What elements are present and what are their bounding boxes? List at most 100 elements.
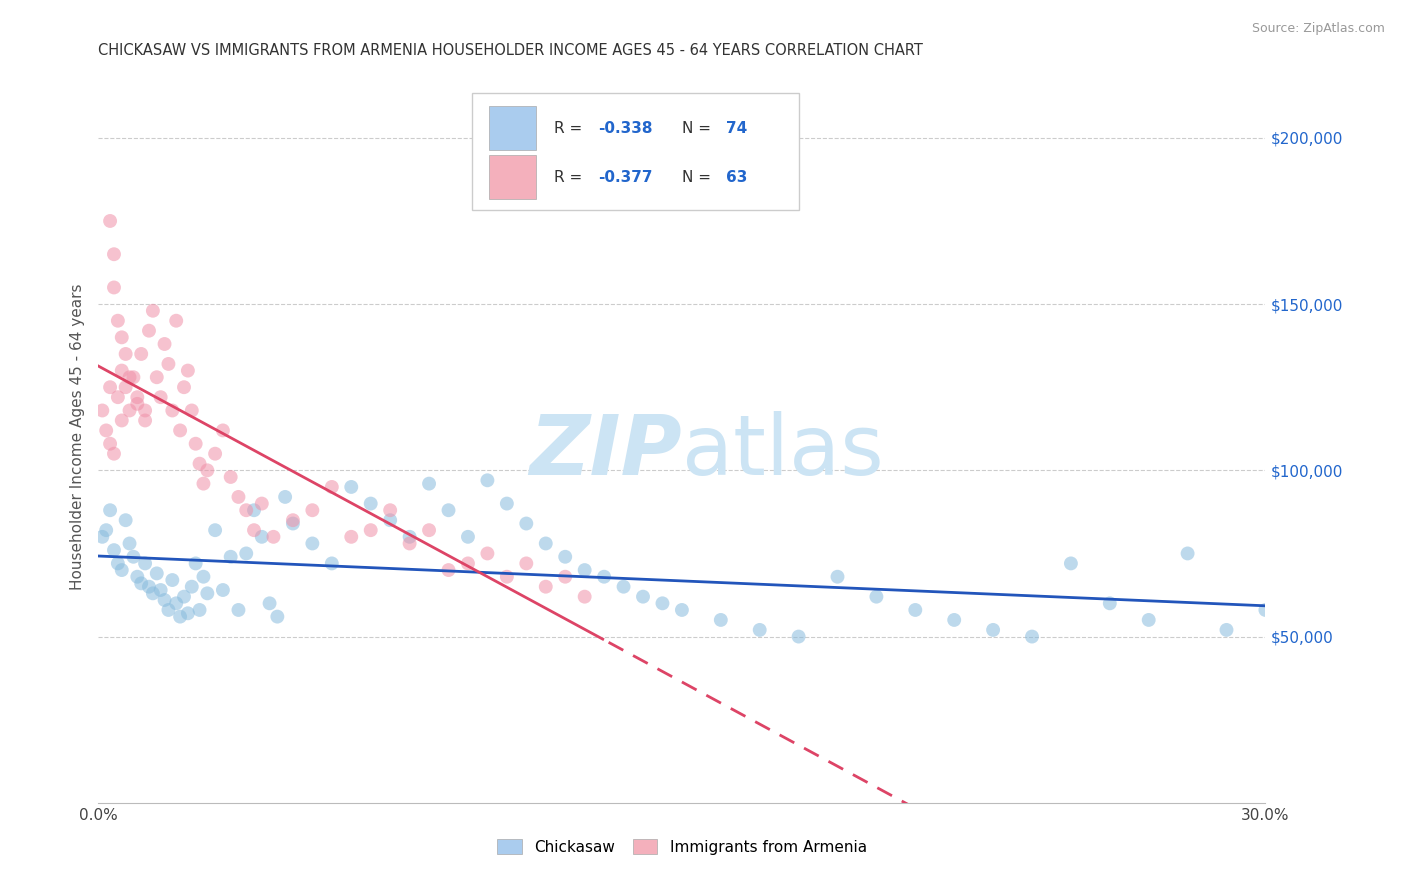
Text: N =: N = xyxy=(682,121,716,136)
Point xyxy=(173,590,195,604)
Point xyxy=(250,497,273,511)
Point xyxy=(418,523,440,537)
Point xyxy=(748,623,770,637)
Point xyxy=(593,570,616,584)
Point xyxy=(180,403,202,417)
Point xyxy=(235,503,257,517)
Point xyxy=(188,457,211,471)
Point xyxy=(103,280,125,294)
Y-axis label: Householder Income Ages 45 - 64 years: Householder Income Ages 45 - 64 years xyxy=(70,284,86,591)
Point xyxy=(1254,603,1277,617)
Point xyxy=(184,557,207,571)
Point xyxy=(250,530,273,544)
Text: -0.338: -0.338 xyxy=(598,121,652,136)
Point xyxy=(127,397,149,411)
Point xyxy=(122,370,145,384)
Point xyxy=(631,590,654,604)
Point xyxy=(613,580,636,594)
Point xyxy=(380,503,402,517)
Point xyxy=(321,480,343,494)
Point xyxy=(496,497,519,511)
Point xyxy=(165,314,187,328)
Point xyxy=(1137,613,1160,627)
Point xyxy=(534,536,557,550)
Point xyxy=(146,566,169,581)
Point xyxy=(118,370,141,384)
Point xyxy=(184,436,207,450)
Point xyxy=(1060,557,1083,571)
Legend: Chickasaw, Immigrants from Armenia: Chickasaw, Immigrants from Armenia xyxy=(491,833,873,861)
Point xyxy=(243,523,266,537)
Point xyxy=(943,613,966,627)
Point xyxy=(243,503,266,517)
Point xyxy=(96,523,118,537)
Point xyxy=(204,447,226,461)
Point xyxy=(153,337,176,351)
Point xyxy=(380,513,402,527)
Text: R =: R = xyxy=(554,169,586,185)
Point xyxy=(554,549,576,564)
FancyBboxPatch shape xyxy=(489,106,536,151)
Point xyxy=(827,570,849,584)
Point xyxy=(122,549,145,564)
Point xyxy=(554,570,576,584)
Point xyxy=(981,623,1004,637)
Point xyxy=(195,586,218,600)
Point xyxy=(111,563,134,577)
Point xyxy=(398,536,420,550)
Point xyxy=(138,324,160,338)
Point xyxy=(134,413,156,427)
Point xyxy=(91,403,114,417)
Point xyxy=(228,603,250,617)
Point xyxy=(534,580,557,594)
Point xyxy=(142,303,165,318)
Point xyxy=(457,530,479,544)
Point xyxy=(134,557,156,571)
Point xyxy=(103,543,125,558)
Point xyxy=(114,380,136,394)
Point xyxy=(477,546,499,560)
Point xyxy=(259,596,281,610)
Point xyxy=(710,613,733,627)
Point xyxy=(301,503,323,517)
Point xyxy=(1215,623,1237,637)
Point xyxy=(107,557,129,571)
Point xyxy=(515,516,537,531)
Point xyxy=(262,530,284,544)
Point xyxy=(787,630,810,644)
Point xyxy=(865,590,887,604)
Point xyxy=(103,447,125,461)
Text: N =: N = xyxy=(682,169,716,185)
Point xyxy=(437,503,460,517)
Point xyxy=(219,549,242,564)
Point xyxy=(127,390,149,404)
Point xyxy=(204,523,226,537)
Point xyxy=(212,424,235,438)
Point xyxy=(162,403,184,417)
Point xyxy=(195,463,218,477)
Point xyxy=(477,473,499,487)
Point xyxy=(149,582,172,597)
Point xyxy=(266,609,288,624)
Point xyxy=(149,390,172,404)
Point xyxy=(129,347,152,361)
Text: 74: 74 xyxy=(727,121,748,136)
Point xyxy=(1177,546,1199,560)
Point xyxy=(142,586,165,600)
Point xyxy=(91,530,114,544)
Point xyxy=(281,516,304,531)
Point xyxy=(301,536,323,550)
Point xyxy=(169,424,191,438)
Point xyxy=(177,607,200,621)
Point xyxy=(671,603,693,617)
Point xyxy=(157,357,180,371)
Point xyxy=(114,347,136,361)
Point xyxy=(96,424,118,438)
Point xyxy=(98,503,121,517)
Point xyxy=(1021,630,1043,644)
Point xyxy=(111,413,134,427)
Point xyxy=(904,603,927,617)
Point xyxy=(118,536,141,550)
Point xyxy=(515,557,537,571)
Point xyxy=(574,590,596,604)
